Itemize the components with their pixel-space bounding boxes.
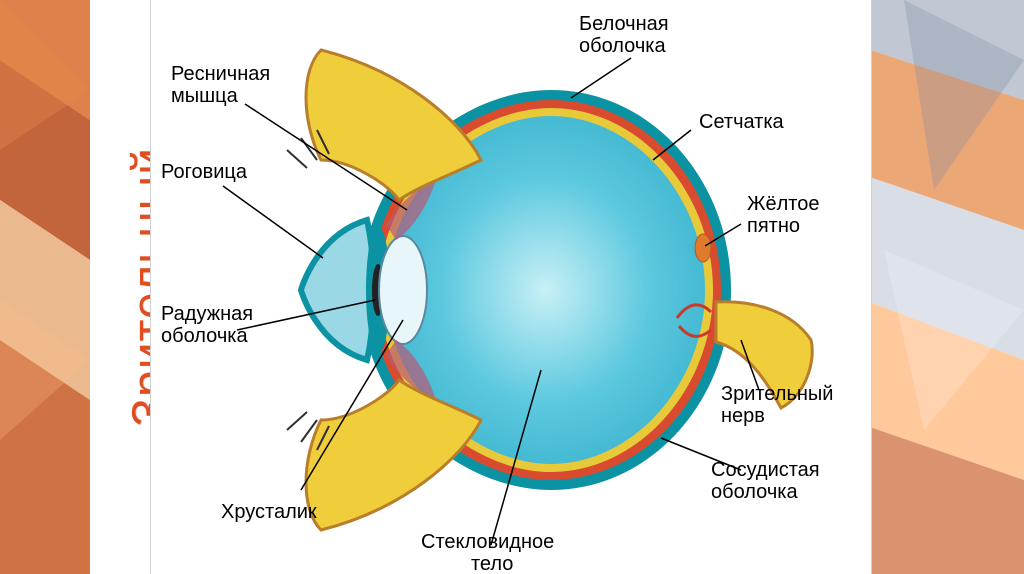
label-cornea: Роговица [161, 161, 248, 183]
label-retina: Сетчатка [699, 111, 785, 133]
left-decor-band [0, 0, 90, 574]
slide-container: Зрительный [0, 0, 1024, 574]
label-choroid-1: Сосудистая [711, 459, 820, 481]
label-optic-nerve-1: Зрительный [721, 383, 833, 405]
label-iris-1: Радужная [161, 303, 253, 325]
label-lens: Хрусталик [221, 501, 317, 523]
label-macula-1: Жёлтое [747, 193, 819, 215]
label-ciliary-muscle-2: мышца [171, 85, 239, 107]
eye-diagram-svg: Ресничная мышца Роговица Радужная оболоч… [151, 0, 871, 574]
eye-diagram-panel: Ресничная мышца Роговица Радужная оболоч… [150, 0, 872, 574]
cornea [301, 220, 374, 360]
label-sclera-2: оболочка [579, 35, 666, 57]
right-decor-svg [864, 0, 1024, 574]
label-iris-2: оболочка [161, 325, 248, 347]
label-optic-nerve-2: нерв [721, 405, 765, 427]
label-macula-2: пятно [747, 215, 800, 237]
macula [695, 234, 711, 262]
label-vitreous-2: тело [471, 553, 513, 574]
label-choroid-2: оболочка [711, 481, 798, 503]
right-decor-band [864, 0, 1024, 574]
left-decor-svg [0, 0, 90, 574]
lens [379, 236, 427, 344]
label-sclera-1: Белочная [579, 13, 669, 35]
label-vitreous-1: Стекловидное [421, 531, 554, 553]
label-ciliary-muscle-1: Ресничная [171, 63, 270, 85]
